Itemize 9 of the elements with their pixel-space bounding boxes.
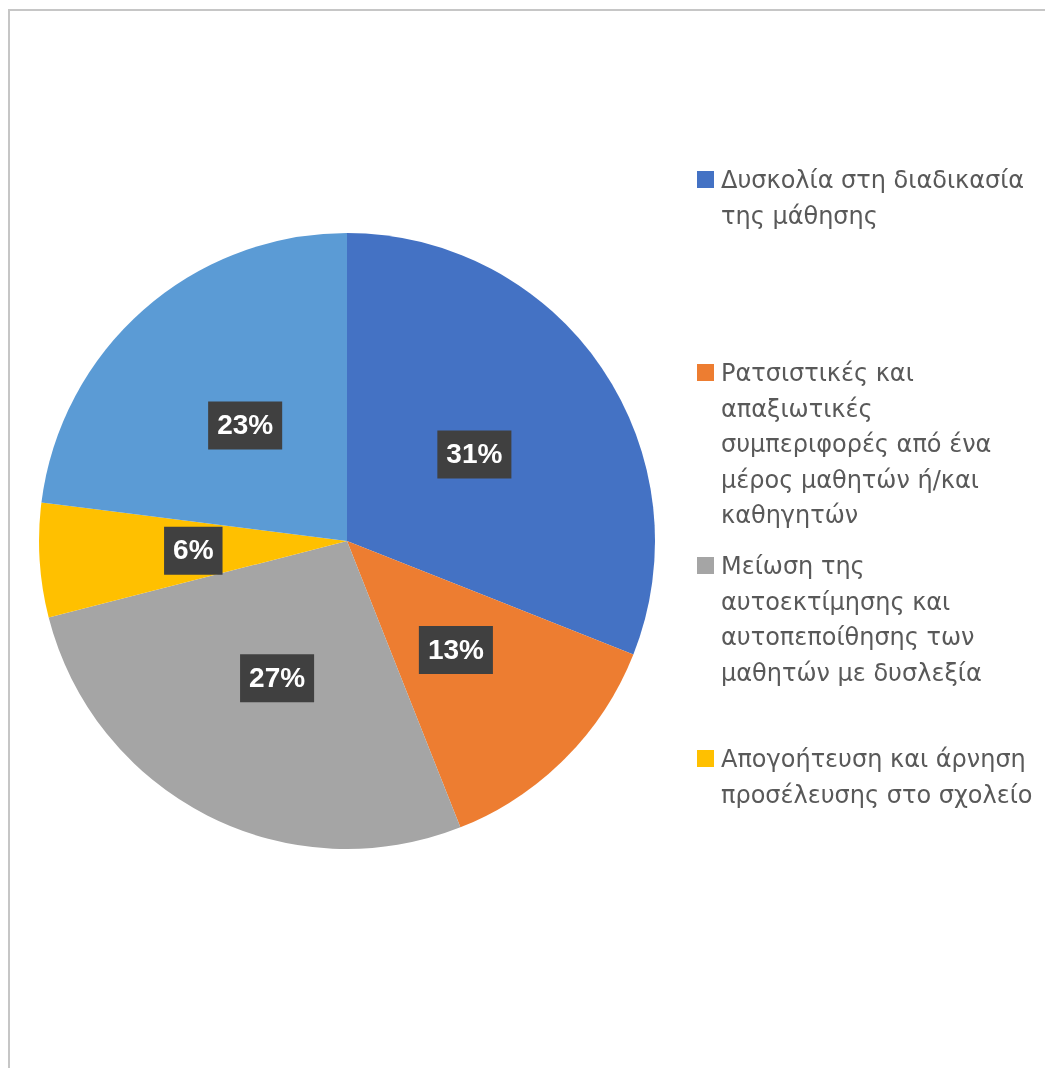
data-label: 31%	[446, 438, 503, 470]
legend-label: Μείωση της αυτοεκτίμησης και αυτοπεποίθησης των μαθητών με δυσλεξία	[721, 551, 983, 689]
data-label: 6%	[173, 534, 214, 566]
data-label: 23%	[217, 409, 274, 441]
legend-label: Δυσκολία στη διαδικασία της μάθησης	[721, 165, 1026, 232]
data-label: 27%	[249, 661, 306, 693]
legend-label: Απογοήτευση και άρνηση προσέλευσης στο σχολείο	[721, 744, 1033, 811]
legend-label: Ρατσιστικές και απαξιωτικές συμπεριφορές από ένα μέρος μαθητών ή/και καθηγητών	[721, 358, 993, 531]
data-label: 13%	[427, 633, 485, 665]
